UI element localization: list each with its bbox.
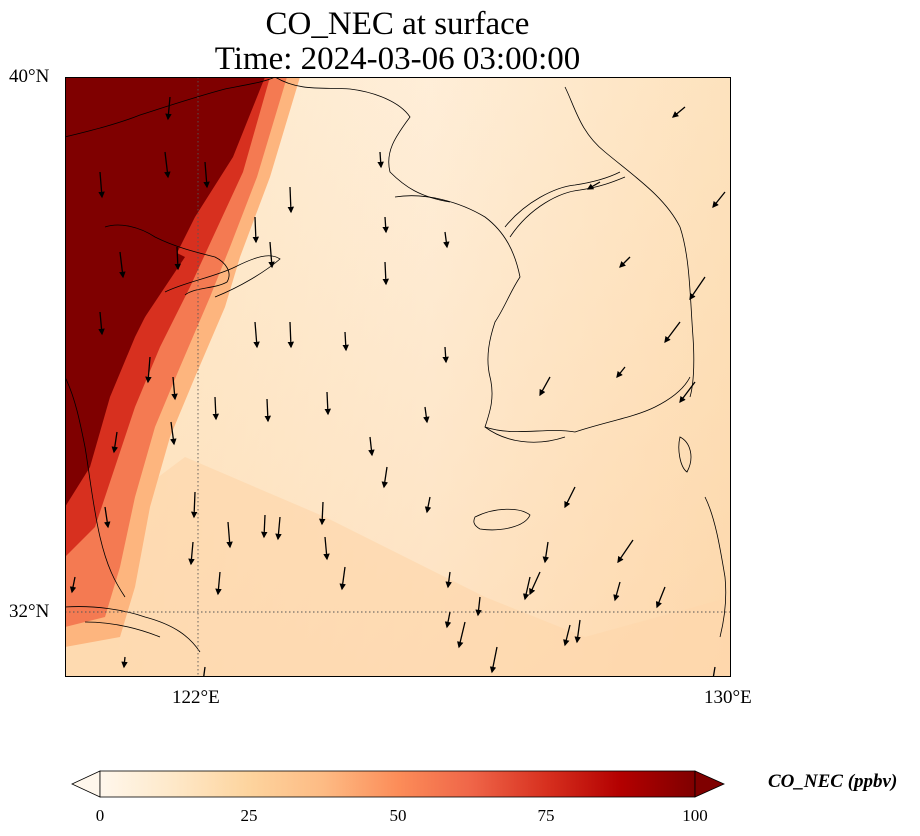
coastline-shandong xyxy=(164,255,281,298)
wind-vector xyxy=(616,366,626,379)
wind-vector xyxy=(381,466,388,489)
wind-vector xyxy=(529,571,541,596)
wind-vector xyxy=(121,656,128,669)
map-title: CO_NEC at surface xyxy=(265,6,530,42)
colorbar-tick-100: 100 xyxy=(682,806,708,825)
wind-vector xyxy=(489,646,498,674)
wind-vector xyxy=(445,571,452,589)
wind-vector xyxy=(212,396,220,421)
wind-vector xyxy=(442,346,449,364)
wind-vector xyxy=(377,151,384,169)
wind-vector xyxy=(287,186,295,214)
coastlines xyxy=(65,77,727,653)
wind-vector xyxy=(203,161,210,189)
wind-vector xyxy=(339,566,346,591)
wind-vector xyxy=(368,436,375,457)
wind-vector xyxy=(672,106,686,118)
wind-vector xyxy=(424,496,432,514)
wind-vector xyxy=(260,514,268,539)
wind-vector xyxy=(268,241,275,269)
wind-vector xyxy=(522,576,531,601)
lon-tick-130: 130°E xyxy=(704,687,752,708)
colorbar-tick-75: 75 xyxy=(537,806,555,825)
coastline-liaoning xyxy=(274,77,451,203)
wind-vectors xyxy=(69,96,726,677)
wind-vector xyxy=(475,596,482,617)
wind-vector xyxy=(443,231,450,249)
wind-vector xyxy=(617,539,634,564)
wind-vector xyxy=(69,576,77,594)
colorbar-tick-50: 50 xyxy=(389,806,407,825)
wind-vector xyxy=(164,151,171,179)
wind-vector xyxy=(342,331,349,352)
wind-vector xyxy=(613,581,621,602)
coastline-china-bay xyxy=(104,224,230,296)
wind-vector xyxy=(679,381,696,404)
colorbar-tick-25: 25 xyxy=(240,806,258,825)
lon-tick-122: 122°E xyxy=(172,687,220,708)
field-high-core-2 xyxy=(65,227,185,397)
wind-vector xyxy=(444,611,452,629)
coastline-korea-east xyxy=(564,86,695,398)
map-subtitle-time: Time: 2024-03-06 03:00:00 xyxy=(214,41,581,77)
wind-vector xyxy=(215,571,222,596)
lat-tick-40: 40°N xyxy=(9,66,50,87)
wind-vector xyxy=(98,311,105,336)
coastline-china-east xyxy=(65,376,126,598)
wind-vector xyxy=(170,421,177,446)
wind-vector xyxy=(689,276,706,301)
wind-vector xyxy=(171,376,178,401)
field-band-south xyxy=(65,457,731,677)
wind-vector xyxy=(457,621,466,649)
wind-vector xyxy=(423,406,430,424)
wind-vector xyxy=(119,251,126,279)
coastline-dmz-border xyxy=(504,171,626,238)
wind-vector xyxy=(539,376,551,397)
colorbar-extend-max xyxy=(694,770,725,798)
wind-vector xyxy=(323,536,330,561)
wind-vector xyxy=(111,431,118,454)
map-frame xyxy=(65,77,731,677)
colorbar-label: CO_NEC (ppbv) xyxy=(768,771,898,792)
wind-vector xyxy=(264,398,272,423)
wind-vector xyxy=(252,216,260,244)
wind-vector xyxy=(563,624,571,647)
map-panel xyxy=(65,77,731,677)
wind-vector xyxy=(253,321,260,349)
colorbar-extend-min xyxy=(71,770,101,798)
lat-tick-32: 32°N xyxy=(9,601,50,622)
wind-vector xyxy=(619,256,631,268)
coastline-china-north xyxy=(65,77,276,138)
coastline-yangtze xyxy=(65,606,201,653)
wind-vector xyxy=(564,486,576,509)
coastline-jeju xyxy=(473,508,531,531)
wind-vector xyxy=(165,96,172,121)
colorbar xyxy=(71,770,725,798)
colorbar-gradient xyxy=(99,770,696,798)
wind-vector xyxy=(200,666,207,677)
wind-vector xyxy=(574,619,581,644)
wind-vector xyxy=(98,171,105,199)
wind-vector xyxy=(226,521,233,549)
wind-vector xyxy=(542,541,549,564)
wind-vector xyxy=(664,321,681,344)
wind-vector xyxy=(324,391,332,416)
wind-vector xyxy=(318,501,326,526)
wind-vector xyxy=(712,191,726,209)
coastline-korea-south xyxy=(484,376,691,433)
field-high-core xyxy=(65,77,265,507)
wind-vector xyxy=(655,586,666,609)
wind-vector xyxy=(174,246,182,271)
wind-vector xyxy=(190,491,198,519)
colorbar-tick-0: 0 xyxy=(95,806,105,825)
wind-vector xyxy=(188,541,195,566)
wind-vector xyxy=(275,516,282,541)
wind-vector xyxy=(287,321,295,349)
wind-vector xyxy=(586,181,601,190)
coastline-japan xyxy=(678,436,727,638)
wind-vector xyxy=(382,216,389,234)
wind-vector xyxy=(145,356,152,384)
wind-vector xyxy=(382,261,390,286)
wind-vector xyxy=(104,506,111,529)
